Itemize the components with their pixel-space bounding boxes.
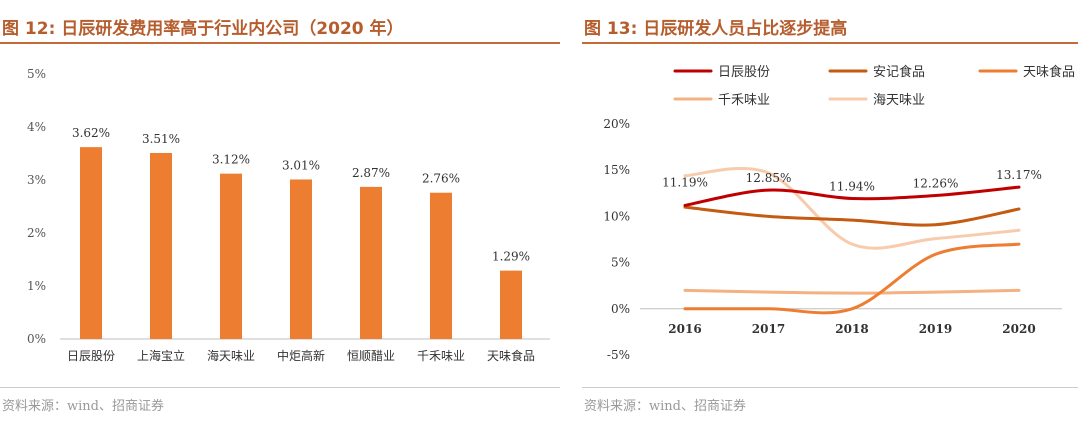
y-tick-label: 3% [27, 173, 46, 187]
y-tick-label: 10% [603, 209, 630, 223]
right-figure-title: 图 13: 日辰研发人员占比逐步提高 [584, 19, 848, 39]
x-category-label: 上海宝立 [137, 348, 185, 363]
x-category-label: 恒顺醋业 [347, 348, 395, 363]
y-tick-label: 0% [611, 302, 630, 316]
x-tick-label: 2018 [835, 322, 868, 336]
x-tick-label: 2017 [752, 322, 785, 336]
y-tick-label: 5% [27, 67, 46, 81]
legend-label: 天味食品 [1023, 64, 1075, 80]
left-figure-title: 图 12: 日辰研发费用率高于行业内公司（2020 年） [2, 19, 404, 39]
y-tick-label: -5% [607, 348, 630, 362]
x-category-label: 日辰股份 [67, 349, 115, 363]
y-tick-label: 20% [603, 117, 630, 131]
legend-label: 海天味业 [873, 93, 925, 108]
bar-value-label: 3.01% [282, 158, 320, 172]
x-tick-label: 2020 [1002, 322, 1035, 336]
data-label-日辰股份: 11.19% [662, 175, 708, 189]
bar-value-label: 2.76% [422, 172, 460, 186]
bar-海天味业 [220, 173, 242, 339]
legend-label: 日辰股份 [718, 65, 770, 80]
y-tick-label: 5% [611, 256, 630, 270]
y-tick-label: 0% [27, 332, 46, 346]
y-tick-label: 2% [27, 226, 46, 240]
line-天味食品 [683, 242, 1021, 315]
x-category-label: 千禾味业 [417, 349, 465, 363]
x-category-label: 中炬高新 [277, 348, 325, 363]
x-tick-label: 2016 [668, 322, 701, 336]
bar-恒顺醋业 [360, 186, 382, 339]
bar-上海宝立 [150, 152, 172, 339]
bar-value-label: 3.62% [72, 126, 110, 140]
data-label-日辰股份: 11.94% [829, 179, 875, 193]
legend-label: 安记食品 [873, 64, 925, 80]
bar-value-label: 3.12% [212, 153, 250, 167]
bar-中炬高新 [290, 179, 312, 339]
line-海天味业 [683, 166, 1021, 250]
right-bottom-rule [582, 387, 1078, 388]
bar-天味食品 [500, 270, 522, 339]
bar-千禾味业 [430, 192, 452, 339]
bar-value-label: 1.29% [492, 250, 530, 264]
data-label-日辰股份: 13.17% [996, 168, 1042, 182]
data-label-日辰股份: 12.26% [913, 177, 959, 191]
line-千禾味业 [683, 288, 1021, 295]
y-tick-label: 4% [27, 120, 46, 134]
x-tick-label: 2019 [919, 322, 952, 336]
line-安记食品 [683, 205, 1021, 227]
left-title-rule [0, 42, 560, 44]
bar-value-label: 2.87% [352, 166, 390, 180]
y-tick-label: 15% [603, 163, 630, 177]
bar-日辰股份 [80, 147, 102, 339]
bar-chart: 0% 1% 2% 3% 4% 5% 3.62% 日辰股份 3.51% 上海宝立 3.12% 海天味业 3… [27, 67, 550, 363]
legend-label: 千禾味业 [718, 93, 770, 108]
left-figure: 图 12: 日辰研发费用率高于行业内公司（2020 年） 0% 1% 2% 3% 4% 5… [0, 19, 560, 414]
line-日辰股份 [683, 185, 1021, 207]
data-label-日辰股份: 12.85% [746, 171, 792, 185]
left-bottom-rule [0, 387, 560, 388]
bar-value-label: 3.51% [142, 132, 180, 146]
right-source-note: 资料来源：wind、招商证券 [584, 399, 746, 414]
right-title-rule [582, 42, 1078, 44]
x-category-label: 海天味业 [207, 348, 255, 363]
left-source-note: 资料来源：wind、招商证券 [2, 399, 164, 414]
y-tick-label: 1% [27, 279, 46, 293]
x-category-label: 天味食品 [487, 348, 535, 363]
right-figure: 图 13: 日辰研发人员占比逐步提高 日辰股份 安记食品 天味食品千禾味业 海天味业 -… [582, 0, 1080, 427]
